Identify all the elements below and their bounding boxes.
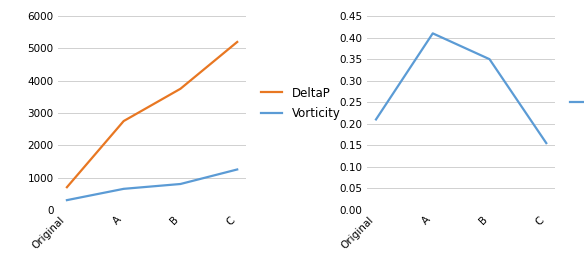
Legend: age: age — [570, 97, 584, 110]
Legend: DeltaP, Vorticity: DeltaP, Vorticity — [261, 87, 340, 120]
